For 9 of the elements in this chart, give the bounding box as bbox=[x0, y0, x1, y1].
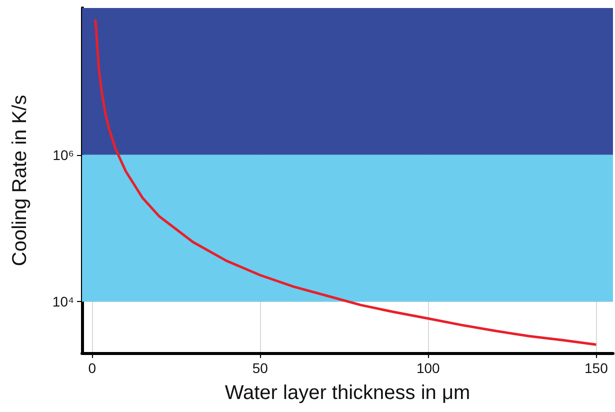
line-series bbox=[94, 18, 598, 346]
y-tick-label: 10⁶ bbox=[52, 146, 74, 163]
y-tick-label: 10⁴ bbox=[52, 294, 74, 310]
x-tick-label: 50 bbox=[252, 360, 268, 376]
x-tick-label: 0 bbox=[88, 360, 96, 376]
y-axis-title: Cooling Rate in K/s bbox=[9, 94, 31, 266]
x-tick-label: 150 bbox=[584, 360, 608, 376]
x-axis-title: Water layer thickness in μm bbox=[224, 382, 470, 404]
x-tick-label: 100 bbox=[416, 360, 440, 376]
